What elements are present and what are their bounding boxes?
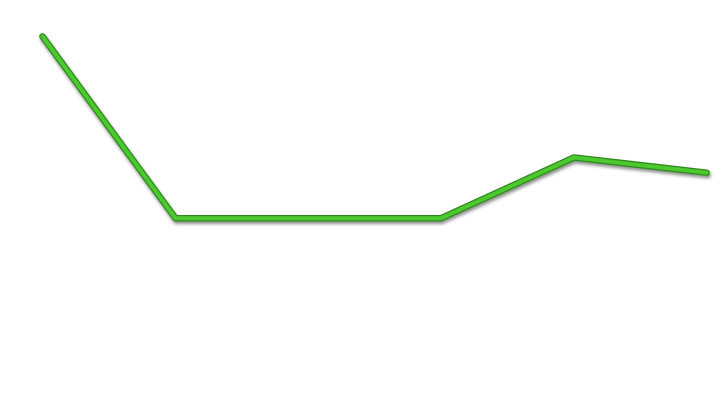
- series-line-outline-0: [39, 33, 710, 222]
- series-layer: [39, 33, 710, 222]
- series-line-0: [40, 34, 709, 221]
